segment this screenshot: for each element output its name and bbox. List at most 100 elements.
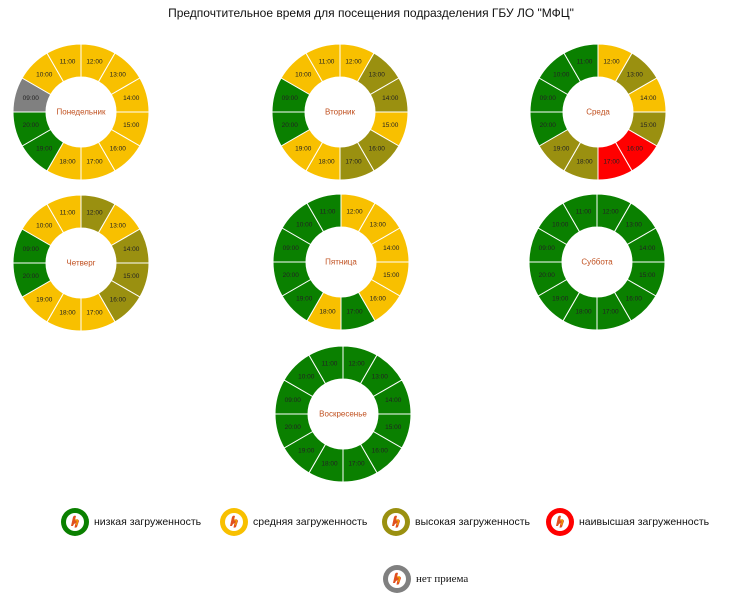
segment-time-label: 16:00 bbox=[110, 145, 127, 152]
segment-time-label: 15:00 bbox=[640, 122, 657, 129]
legend-label: наивысшая загруженность bbox=[579, 516, 710, 528]
day-label: Четверг bbox=[66, 259, 95, 268]
donut-segment bbox=[308, 345, 344, 385]
segment-time-label: 11:00 bbox=[320, 208, 336, 215]
segment-time-label: 20:00 bbox=[539, 272, 556, 279]
segment-time-label: 19:00 bbox=[295, 145, 312, 152]
segment-time-label: 19:00 bbox=[296, 295, 313, 302]
segment-time-label: 16:00 bbox=[369, 145, 386, 152]
day-label: Воскресенье bbox=[319, 410, 367, 419]
segment-time-label: 13:00 bbox=[110, 72, 127, 79]
donut-thursday: 12:00 13:00 14:00 15:00 16:00 17:00 18:00 19:00… bbox=[12, 194, 150, 332]
segment-time-label: 09:00 bbox=[282, 95, 299, 102]
segment-time-label: 11:00 bbox=[60, 58, 76, 65]
day-label: Суббота bbox=[581, 258, 613, 267]
chart-title: Предпочтительное время для посещения под… bbox=[168, 6, 574, 20]
segment-time-label: 18:00 bbox=[319, 309, 336, 316]
segment-time-label: 11:00 bbox=[319, 58, 335, 65]
segment-time-label: 11:00 bbox=[60, 209, 76, 216]
legend-label: низкая загруженность bbox=[94, 516, 202, 528]
donut-monday: 12:00 13:00 14:00 15:00 16:00 17:00 18:00 19:00… bbox=[12, 43, 150, 181]
segment-time-label: 10:00 bbox=[295, 72, 312, 79]
segment-time-label: 11:00 bbox=[577, 58, 593, 65]
donut-segment bbox=[562, 193, 598, 233]
segment-time-label: 11:00 bbox=[576, 208, 592, 215]
segment-time-label: 10:00 bbox=[298, 374, 315, 381]
day-label: Понедельник bbox=[57, 108, 106, 117]
legend-item-highest: наивысшая загруженность bbox=[545, 507, 709, 537]
legend-item-medium: средняя загруженность bbox=[219, 507, 367, 537]
segment-time-label: 17:00 bbox=[603, 159, 620, 166]
segment-time-label: 15:00 bbox=[123, 273, 140, 280]
segment-time-label: 14:00 bbox=[640, 95, 657, 102]
donut-sunday: 12:00 13:00 14:00 15:00 16:00 17:00 18:00 19:00… bbox=[274, 345, 412, 483]
segment-time-label: 19:00 bbox=[553, 145, 570, 152]
donut-segment bbox=[563, 43, 599, 83]
segment-time-label: 09:00 bbox=[23, 95, 40, 102]
mfc-logo-icon bbox=[546, 508, 574, 536]
segment-time-label: 15:00 bbox=[382, 122, 399, 129]
segment-time-label: 20:00 bbox=[283, 272, 300, 279]
day-label: Вторник bbox=[325, 108, 355, 117]
segment-time-label: 16:00 bbox=[626, 295, 643, 302]
segment-time-label: 15:00 bbox=[383, 272, 400, 279]
segment-time-label: 13:00 bbox=[627, 72, 644, 79]
segment-time-label: 17:00 bbox=[345, 159, 362, 166]
mfc-logo-icon bbox=[61, 508, 89, 536]
segment-time-label: 09:00 bbox=[285, 397, 302, 404]
donut-tuesday: 12:00 13:00 14:00 15:00 16:00 17:00 18:00 19:00… bbox=[271, 43, 409, 181]
mfc-logo-icon bbox=[220, 508, 248, 536]
segment-time-label: 19:00 bbox=[36, 296, 53, 303]
segment-time-label: 18:00 bbox=[318, 159, 335, 166]
segment-time-label: 15:00 bbox=[385, 424, 402, 431]
day-label: Пятница bbox=[325, 258, 357, 267]
segment-time-label: 10:00 bbox=[36, 72, 53, 79]
segment-time-label: 12:00 bbox=[348, 360, 365, 367]
segment-time-label: 18:00 bbox=[59, 159, 76, 166]
donut-friday: 12:00 13:00 14:00 15:00 16:00 17:00 18:00 19:00… bbox=[272, 193, 410, 331]
legend-label: нет приема bbox=[416, 573, 469, 585]
segment-time-label: 10:00 bbox=[552, 222, 569, 229]
segment-time-label: 16:00 bbox=[627, 145, 644, 152]
legend-item-high: высокая загруженность bbox=[381, 507, 530, 537]
segment-time-label: 10:00 bbox=[36, 223, 53, 230]
segment-time-label: 13:00 bbox=[110, 223, 127, 230]
segment-time-label: 16:00 bbox=[372, 447, 389, 454]
segment-time-label: 14:00 bbox=[123, 95, 140, 102]
segment-time-label: 14:00 bbox=[382, 95, 399, 102]
segment-time-label: 19:00 bbox=[298, 447, 315, 454]
segment-time-label: 17:00 bbox=[602, 309, 619, 316]
segment-time-label: 12:00 bbox=[603, 58, 620, 65]
segment-time-label: 10:00 bbox=[553, 72, 570, 79]
segment-time-label: 09:00 bbox=[540, 95, 557, 102]
segment-time-label: 17:00 bbox=[348, 461, 365, 468]
segment-time-label: 12:00 bbox=[602, 208, 619, 215]
segment-time-label: 16:00 bbox=[370, 295, 387, 302]
segment-time-label: 18:00 bbox=[576, 159, 593, 166]
legend-item-low: низкая загруженность bbox=[60, 507, 201, 537]
segment-time-label: 17:00 bbox=[86, 159, 103, 166]
donut-segment bbox=[46, 43, 82, 83]
segment-time-label: 20:00 bbox=[285, 424, 302, 431]
donut-wednesday: 12:00 13:00 14:00 15:00 16:00 17:00 18:00 19:00… bbox=[529, 43, 667, 181]
donut-segment bbox=[306, 193, 342, 233]
segment-time-label: 13:00 bbox=[626, 222, 643, 229]
segment-time-label: 13:00 bbox=[372, 374, 389, 381]
mfc-logo-icon bbox=[383, 565, 411, 593]
segment-time-label: 16:00 bbox=[110, 296, 127, 303]
segment-time-label: 18:00 bbox=[575, 309, 592, 316]
legend-label: средняя загруженность bbox=[253, 516, 368, 528]
segment-time-label: 12:00 bbox=[345, 58, 362, 65]
segment-time-label: 20:00 bbox=[23, 122, 40, 129]
segment-time-label: 12:00 bbox=[86, 209, 103, 216]
segment-time-label: 18:00 bbox=[59, 310, 76, 317]
day-label: Среда bbox=[586, 108, 610, 117]
segment-time-label: 20:00 bbox=[282, 122, 299, 129]
segment-time-label: 19:00 bbox=[36, 145, 53, 152]
donut-saturday: 12:00 13:00 14:00 15:00 16:00 17:00 18:00 19:00… bbox=[528, 193, 666, 331]
segment-time-label: 13:00 bbox=[369, 72, 386, 79]
segment-time-label: 12:00 bbox=[86, 58, 103, 65]
segment-time-label: 10:00 bbox=[296, 222, 313, 229]
segment-time-label: 15:00 bbox=[123, 122, 140, 129]
mfc-logo-icon bbox=[382, 508, 410, 536]
